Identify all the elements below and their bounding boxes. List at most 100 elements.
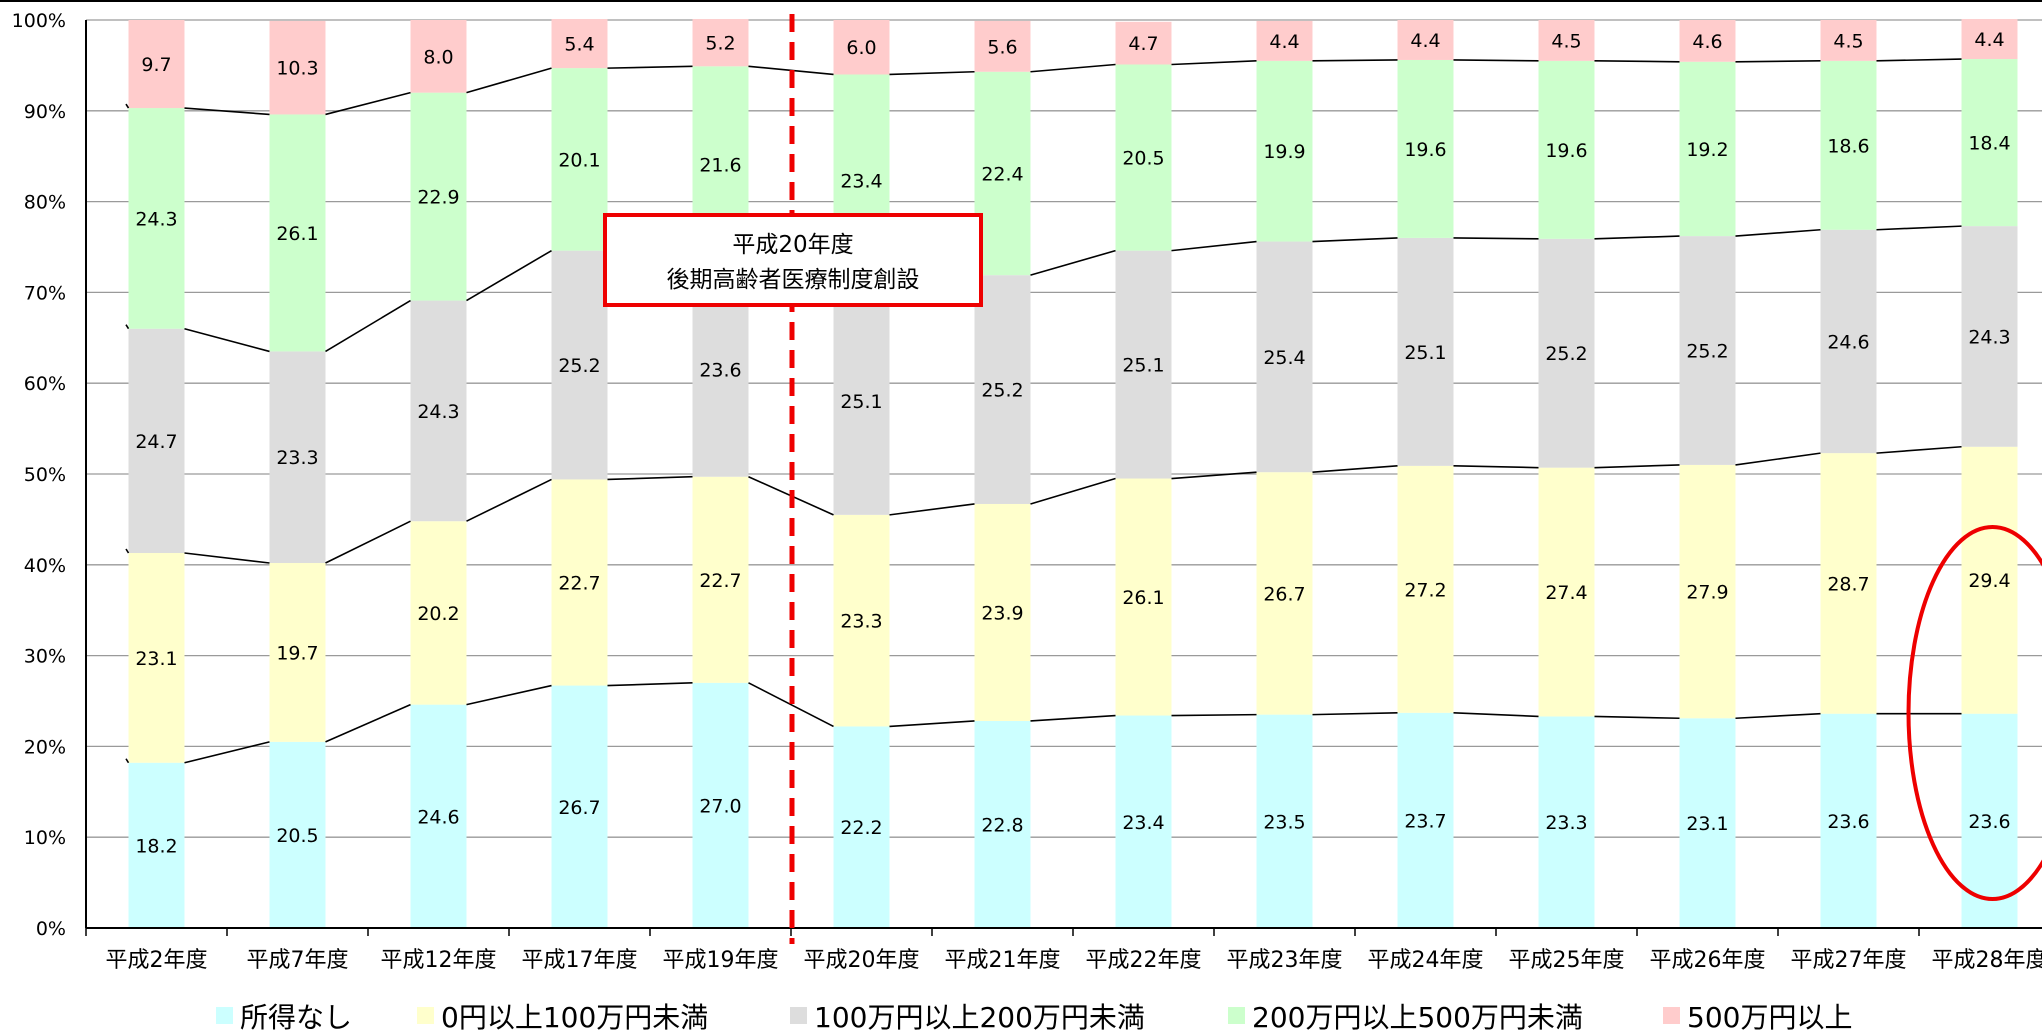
data-label: 29.4 xyxy=(1968,570,2010,592)
series-connector xyxy=(466,478,552,522)
data-label: 24.3 xyxy=(1968,326,2010,348)
bar-segment xyxy=(1115,478,1172,716)
data-label: 10.3 xyxy=(276,58,318,80)
bar-segment xyxy=(410,521,467,705)
data-label: 4.4 xyxy=(1974,29,2004,51)
y-axis-ticks: 0% 10% 20% 30% 40% 50% 60% 70% 80% 90% 100% xyxy=(12,10,66,940)
data-label: 4.5 xyxy=(1833,30,1863,52)
data-label: 23.7 xyxy=(1404,810,1446,832)
series-connector xyxy=(1453,465,1539,469)
data-label: 4.4 xyxy=(1269,31,1299,53)
bar-segment xyxy=(551,685,608,928)
data-label: 24.6 xyxy=(417,806,459,828)
x-tick-label: 平成22年度 xyxy=(1086,948,1202,973)
x-tick-label: 平成21年度 xyxy=(945,948,1061,973)
bar-segment xyxy=(1397,20,1454,60)
legend-swatch xyxy=(1663,1007,1680,1024)
data-label: 27.0 xyxy=(699,795,741,817)
y-tick-label: 60% xyxy=(24,373,66,395)
series-connector xyxy=(325,703,411,743)
data-label: 23.3 xyxy=(1545,812,1587,834)
data-label: 23.6 xyxy=(699,360,741,382)
legend: 所得なし 0円以上100万円未満 100万円以上200万円未満 200万円以上500万… xyxy=(216,1001,1852,1034)
bar-segment xyxy=(269,562,326,742)
bar-segment xyxy=(1679,20,1736,62)
bar-segment xyxy=(410,704,467,928)
bar-segment xyxy=(410,300,467,522)
bar-segment xyxy=(551,68,608,251)
series-connector xyxy=(466,684,552,706)
bar-segment xyxy=(1115,21,1172,65)
data-label: 25.2 xyxy=(1545,343,1587,365)
data-label: 22.4 xyxy=(981,163,1023,185)
segment-labels: 18.2 23.1 24.7 24.3 9.7 20.5 19.7 23.3 26.1 10.3 2… xyxy=(135,29,2010,857)
series-connector xyxy=(1030,477,1116,505)
x-tick-label: 平成24年度 xyxy=(1368,948,1484,973)
bar-segment xyxy=(1256,241,1313,473)
data-label: 20.5 xyxy=(276,825,318,847)
bar-segment xyxy=(269,351,326,563)
data-label: 25.1 xyxy=(1404,342,1446,364)
series-connector xyxy=(1030,714,1116,722)
series-connector xyxy=(125,324,130,330)
data-label: 4.5 xyxy=(1551,30,1581,52)
x-tick-label: 平成12年度 xyxy=(381,948,497,973)
data-label: 23.3 xyxy=(276,447,318,469)
data-label: 26.1 xyxy=(1122,587,1164,609)
bar-segment xyxy=(128,108,185,329)
bar-segment xyxy=(1820,453,1877,714)
data-label: 22.2 xyxy=(840,817,882,839)
series-connector xyxy=(184,107,270,116)
annotation-line-2: 後期高齢者医療制度創設 xyxy=(667,267,920,293)
series-connector xyxy=(1735,712,1821,720)
data-label: 24.7 xyxy=(135,431,177,453)
series-connector xyxy=(1312,712,1398,716)
bar-segment xyxy=(1820,229,1877,454)
data-label: 8.0 xyxy=(423,46,453,68)
bar-segment xyxy=(128,552,185,763)
series-connector xyxy=(1594,464,1680,469)
series-connector xyxy=(1312,237,1398,243)
series-connector xyxy=(1594,715,1680,720)
bar-segment xyxy=(1538,20,1595,61)
series-connector xyxy=(1171,713,1257,717)
series-connector xyxy=(1171,60,1257,66)
series-connector xyxy=(607,682,693,687)
bar-segment xyxy=(1538,238,1595,468)
bar-segment xyxy=(1679,61,1736,237)
bar-segment xyxy=(1256,20,1313,61)
series-connector xyxy=(184,741,270,764)
data-label: 27.4 xyxy=(1545,582,1587,604)
data-label: 26.7 xyxy=(558,797,600,819)
data-label: 18.4 xyxy=(1968,133,2010,155)
series-connector xyxy=(1735,60,1821,63)
series-connector xyxy=(184,552,270,564)
series-connector xyxy=(1453,712,1539,718)
series-connector xyxy=(325,520,411,564)
bar-segment xyxy=(833,726,890,928)
y-tick-label: 100% xyxy=(12,10,66,32)
bar-segment xyxy=(551,250,608,480)
bar-segment xyxy=(1961,226,2018,447)
legend-label: 500万円以上 xyxy=(1687,1001,1852,1034)
data-label: 22.8 xyxy=(981,814,1023,836)
data-label: 19.7 xyxy=(276,642,318,664)
x-tick-label: 平成25年度 xyxy=(1509,948,1625,973)
data-label: 19.9 xyxy=(1263,141,1305,163)
data-label: 23.4 xyxy=(1122,812,1164,834)
bar-segment xyxy=(974,20,1031,72)
bar-segment xyxy=(128,762,185,928)
data-label: 27.9 xyxy=(1686,582,1728,604)
x-tick-label: 平成27年度 xyxy=(1791,948,1907,973)
x-tick-label: 平成20年度 xyxy=(804,948,920,973)
bar-segment xyxy=(974,503,1031,721)
bar-segment xyxy=(410,92,467,301)
data-label: 22.7 xyxy=(558,573,600,595)
bar-segment xyxy=(1679,464,1736,719)
legend-label: 200万円以上500万円未満 xyxy=(1252,1001,1583,1034)
data-label: 19.2 xyxy=(1686,139,1728,161)
bar-segment xyxy=(833,20,890,75)
data-label: 24.3 xyxy=(135,208,177,230)
series-connector xyxy=(466,67,552,94)
y-tick-label: 0% xyxy=(36,918,66,940)
